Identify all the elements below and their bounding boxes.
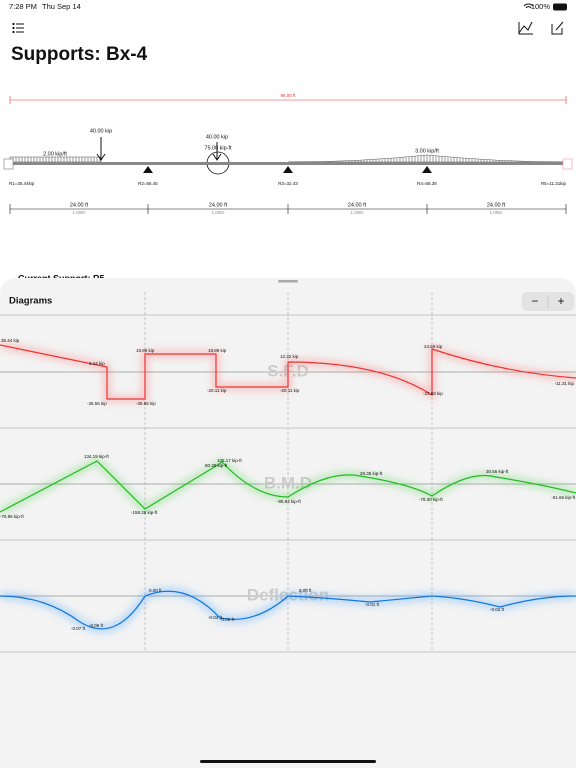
page-title: Supports: Bx-4 [11, 44, 148, 65]
load-label: 3.00 kip/ft [415, 148, 439, 154]
home-indicator [200, 760, 376, 763]
diagram-value-label: 19.89 kip [208, 348, 227, 353]
diagram-value-label: 35.44 kip [1, 338, 20, 343]
diagram-value-label: -36.56 kip [136, 401, 156, 406]
support [143, 166, 153, 173]
zoom-in-button[interactable]: + [557, 294, 564, 308]
load-label: 2.00 kip/ft [43, 151, 67, 157]
sfd-curve [0, 344, 576, 400]
wifi-icon [523, 3, 534, 9]
diagram-value-label: -76.86 kip-ft [0, 514, 25, 519]
reaction-label: R2=56.45 [138, 181, 158, 186]
diagram-value-label: -85.94 kip-ft [277, 499, 302, 504]
span-stiffness: 1.00EI [350, 210, 363, 215]
diagram-value-label: 30.56 kip-ft [486, 469, 509, 474]
reaction-label: R4=68.38 [417, 181, 437, 186]
diagram-value-label: -0.06 ft [89, 623, 104, 628]
total-length: 96.00 ft [280, 93, 296, 98]
status-time: 7:28 PM [9, 2, 37, 11]
span-stiffness: 1.00EI [489, 210, 502, 215]
load-label: 75.00 kip-ft [204, 145, 232, 151]
diagram-value-label: -0.07 ft [71, 626, 86, 631]
span-length: 24.00 ft [348, 202, 367, 208]
zoom-out-button[interactable]: − [531, 294, 538, 308]
diagram-value-label: -0.05 ft [220, 617, 235, 622]
reaction-label: R1=35.44kip [9, 181, 35, 186]
deflection-curve [0, 590, 576, 630]
diagram-value-label: 105.17 kip-ft [217, 458, 243, 463]
dimension-ticks [9, 204, 567, 214]
diagram-value-label: -78.30 kip-ft [419, 497, 444, 502]
panel-title: Diagrams [9, 296, 52, 307]
diagram-value-label: -23.68 kip [423, 391, 443, 396]
diagram-value-label: -0.02 ft [490, 607, 505, 612]
diagram-value-label: 3.44 kip [89, 361, 105, 366]
diagram-value-label: -11.31 kip [555, 381, 575, 386]
span-length: 24.00 ft [70, 202, 89, 208]
chart-button[interactable] [518, 21, 533, 35]
distributed-load [9, 156, 102, 163]
diagram-value-label: -20.11 kip [280, 388, 300, 393]
diagram-value-label: 80.39 kip-ft [205, 463, 228, 468]
panel-handle[interactable] [278, 280, 298, 283]
arrow-head [96, 153, 106, 161]
diagram-value-label: 0.00 ft [299, 588, 312, 593]
load-label: 40.00 kip [90, 128, 112, 134]
diagram-value-label: 19.89 kip [136, 348, 155, 353]
diagram-value-label: 134.19 kip-ft [84, 454, 110, 459]
diagram-value-label: 0.00 ft [149, 588, 162, 593]
span-length: 24.00 ft [209, 202, 228, 208]
edit-button[interactable] [551, 21, 564, 35]
triangular-load [287, 154, 567, 163]
status-date: Thu Sep 14 [42, 2, 81, 11]
span-length: 24.00 ft [487, 202, 506, 208]
support [562, 158, 573, 170]
battery-icon [553, 3, 567, 11]
diagram-value-label: -20.11 kip [207, 388, 227, 393]
support [283, 166, 293, 173]
span-stiffness: 1.00EI [211, 210, 224, 215]
span-stiffness: 1.00EI [72, 210, 85, 215]
load-label: 40.00 kip [206, 134, 228, 140]
reaction-label: R3=32.43 [278, 181, 298, 186]
arrow-head [212, 153, 222, 161]
diagram-value-label: -0.01 ft [365, 602, 380, 607]
bmd-curve [0, 460, 576, 513]
menu-button[interactable] [12, 22, 24, 34]
diagram-value-label: 12.32 kip [280, 354, 299, 359]
diagram-value-label: 29.35 kip-ft [360, 471, 383, 476]
beam [10, 162, 566, 165]
diagram-value-label: -61.65 kip-ft [551, 495, 576, 500]
diagram-value-label: -158.28 kip-ft [131, 510, 158, 515]
diagram-value-label: 24.69 kip [424, 344, 443, 349]
status-battery: 100% [531, 2, 551, 11]
support [3, 158, 14, 170]
diagram-value-label: -0.04 ft [208, 615, 223, 620]
diagram-value-label: -36.56 kip [87, 401, 107, 406]
reaction-label: R5=11.31kip [541, 181, 567, 186]
support [422, 166, 432, 173]
